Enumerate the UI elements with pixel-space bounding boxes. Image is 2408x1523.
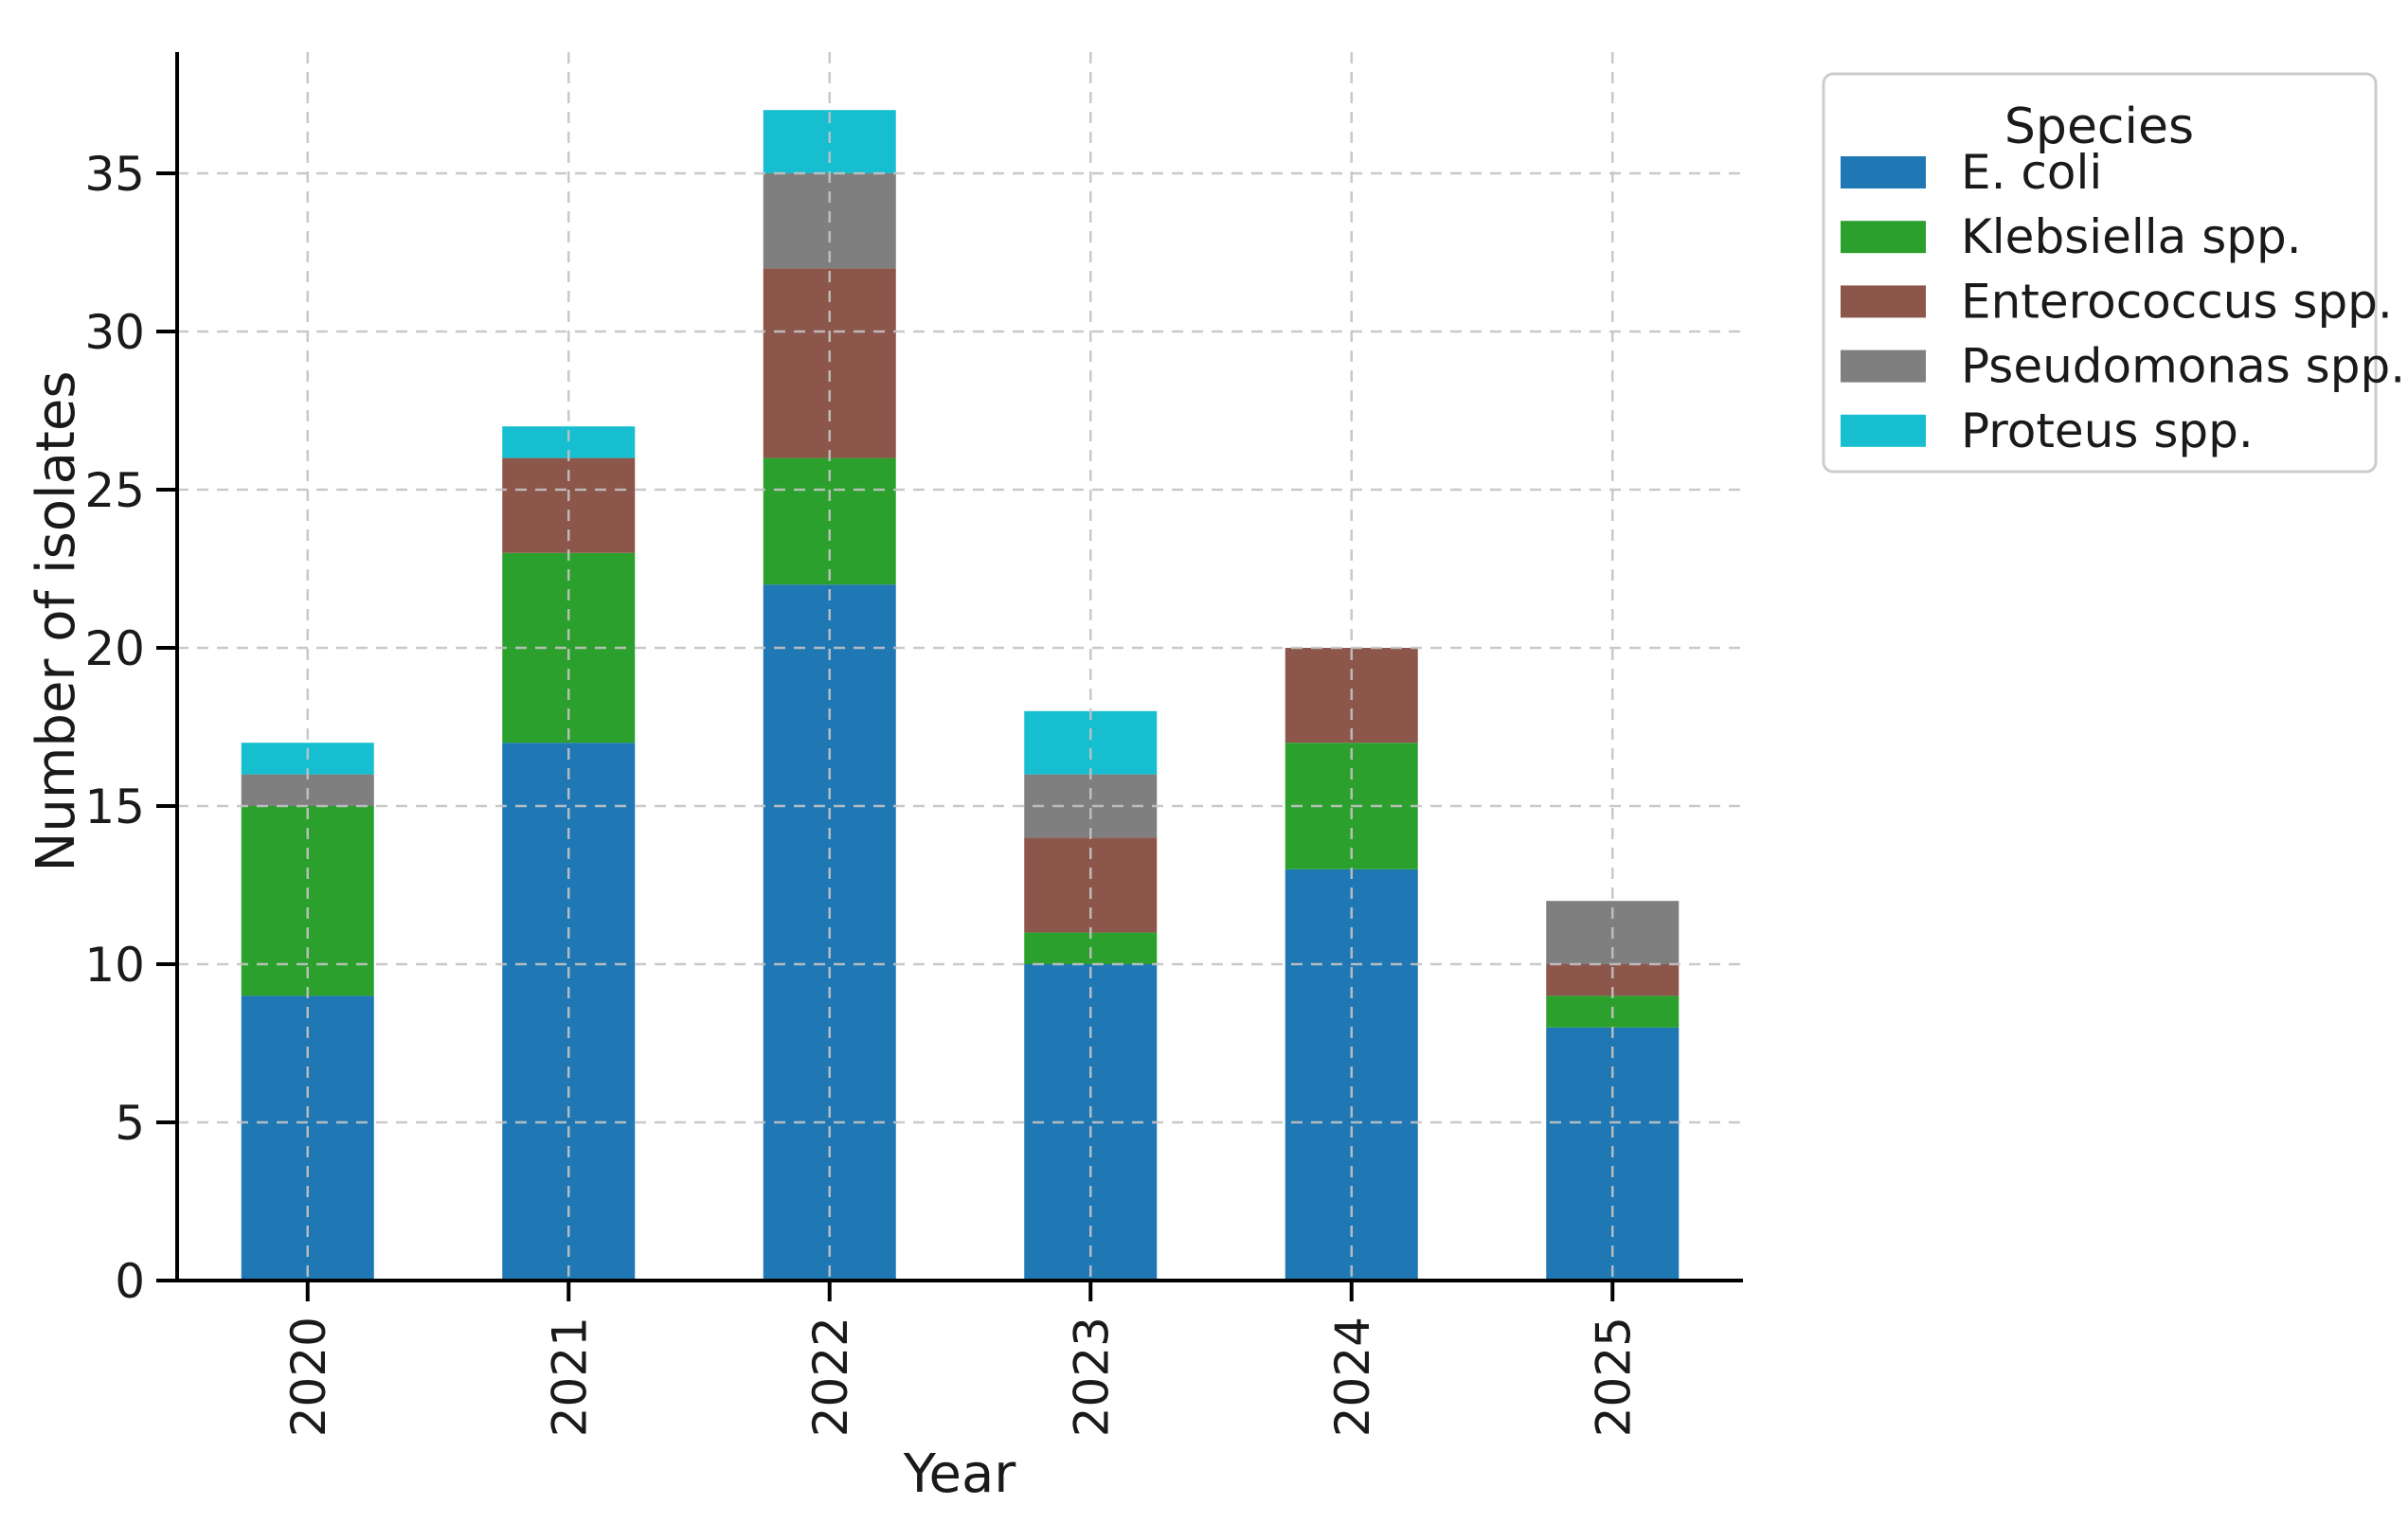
axes-layer (156, 52, 1743, 1301)
legend-box (1822, 72, 2378, 474)
legend-label: Klebsiella spp. (1961, 209, 2302, 264)
legend-label: Pseudomonas spp. (1961, 339, 2405, 394)
legend-item-klebsiella-spp-: Klebsiella spp. (1841, 209, 2302, 264)
legend-label: Enterococcus spp. (1961, 274, 2393, 329)
legend-swatch (1841, 156, 1926, 188)
legend-item-enterococcus-spp-: Enterococcus spp. (1841, 274, 2393, 329)
legend-swatch (1841, 285, 1926, 318)
y-tick-label-25: 25 (84, 463, 145, 518)
legend-swatch (1841, 221, 1926, 254)
legend-item-pseudomonas-spp-: Pseudomonas spp. (1841, 339, 2405, 394)
legend-swatch (1841, 414, 1926, 447)
legend-item-e-coli: E. coli (1841, 145, 2102, 200)
y-tick-label-15: 15 (84, 779, 145, 834)
x-tick-label-2025: 2025 (1586, 1317, 1641, 1437)
y-axis-label: Number of isolates (26, 371, 87, 872)
y-tick-label-35: 35 (84, 147, 145, 202)
grid-layer (177, 52, 1743, 1281)
x-tick-label-2021: 2021 (542, 1317, 597, 1437)
legend-swatch (1841, 349, 1926, 383)
x-tick-label-2022: 2022 (803, 1317, 858, 1437)
y-tick-label-5: 5 (115, 1096, 145, 1151)
y-tick-label-10: 10 (84, 938, 145, 993)
legend-label: Proteus spp. (1961, 403, 2254, 458)
legend-title: Species (2004, 99, 2194, 155)
x-tick-label-2023: 2023 (1064, 1317, 1119, 1437)
x-tick-label-2024: 2024 (1325, 1317, 1380, 1437)
y-tick-label-30: 30 (84, 305, 145, 360)
legend-label: E. coli (1961, 145, 2102, 200)
y-tick-label-0: 0 (115, 1254, 145, 1309)
legend: Species E. coli Klebsiella spp. Enterococc… (1822, 72, 2405, 474)
x-tick-label-2020: 2020 (281, 1317, 336, 1437)
legend-items: E. coli Klebsiella spp. Enterococcus spp. P… (1841, 145, 2405, 458)
legend-item-proteus-spp-: Proteus spp. (1841, 403, 2254, 458)
bars-layer (241, 110, 1680, 1281)
x-axis-label: Year (903, 1443, 1017, 1505)
y-tick-label-20: 20 (84, 621, 145, 676)
bar-segment-2020-e-coli (241, 995, 374, 1281)
bar-segment-2023-proteus-spp- (1024, 710, 1158, 775)
